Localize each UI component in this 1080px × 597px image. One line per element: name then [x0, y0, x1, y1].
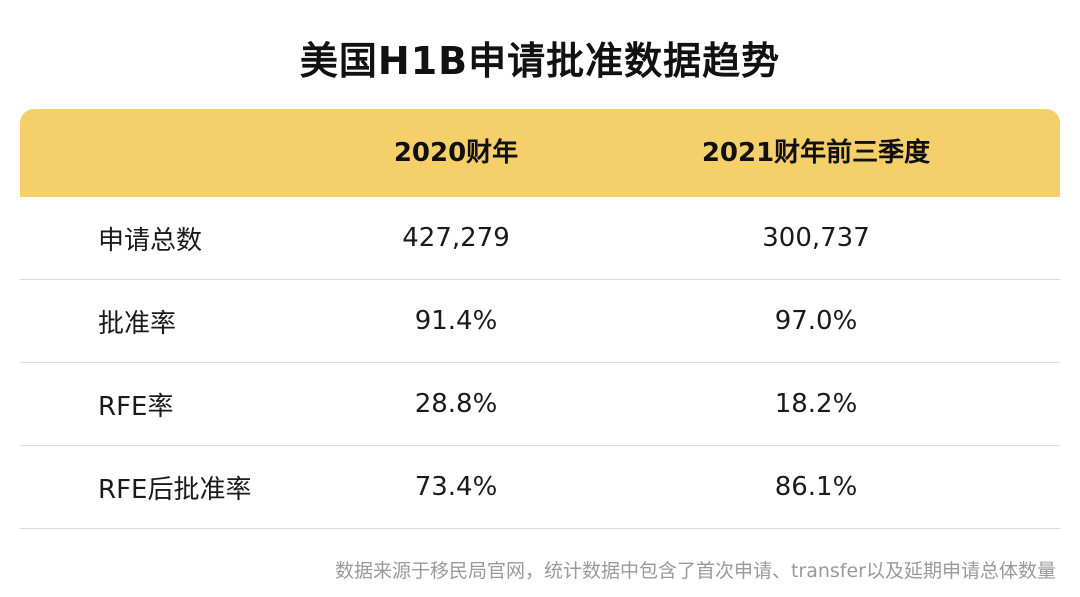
row-label: RFE后批准率 — [98, 474, 252, 505]
row-label: 批准率 — [98, 308, 177, 339]
table-row: RFE率 28.8% 18.2% — [20, 363, 1060, 446]
data-table: 2020财年 2021财年前三季度 申请总数 427,279 300,737 批… — [20, 109, 1060, 529]
table-cell: 73.4% — [414, 472, 498, 502]
table-cell: 18.2% — [774, 389, 858, 419]
source-footnote: 数据来源于移民局官网，统计数据中包含了首次申请、transfer以及延期申请总体… — [334, 560, 1056, 582]
table-cell: 300,737 — [762, 223, 870, 253]
table-row: RFE后批准率 73.4% 86.1% — [20, 446, 1060, 529]
table-cell: 427,279 — [402, 223, 510, 253]
chart-title: 美国H1B申请批准数据趋势 — [299, 39, 781, 83]
table-cell: 91.4% — [414, 306, 498, 336]
table-row: 申请总数 427,279 300,737 — [20, 197, 1060, 280]
column-header-2021: 2021财年前三季度 — [701, 138, 931, 168]
column-header-2020: 2020财年 — [393, 138, 519, 168]
table-header: 2020财年 2021财年前三季度 — [20, 109, 1060, 197]
table-row: 批准率 91.4% 97.0% — [20, 280, 1060, 363]
row-label: RFE率 — [98, 391, 174, 422]
row-label: 申请总数 — [98, 225, 203, 256]
table-cell: 28.8% — [414, 389, 498, 419]
table-cell: 86.1% — [774, 472, 858, 502]
table-cell: 97.0% — [774, 306, 858, 336]
